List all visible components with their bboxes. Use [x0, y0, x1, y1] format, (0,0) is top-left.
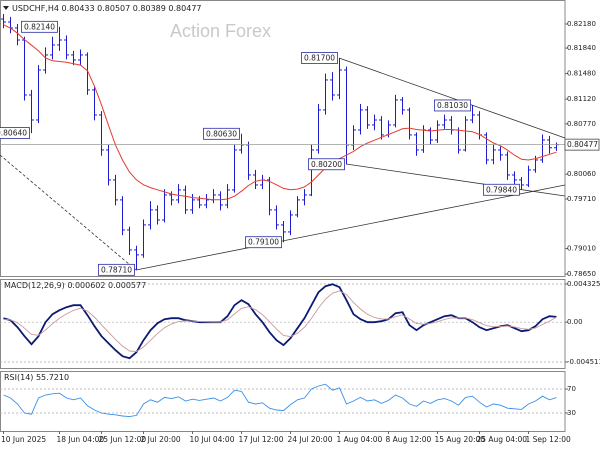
macd-panel-frame — [0, 279, 566, 369]
price-label: 0.79100 — [248, 238, 279, 247]
x-tick-label: 1 Sep 12:00 — [526, 435, 572, 444]
x-tick-label: 1 Aug 04:00 — [337, 435, 383, 444]
watermark: Action Forex — [170, 21, 271, 41]
price-label: 0.81700 — [304, 53, 335, 62]
x-tick-label: 25 Jun 12:00 — [99, 435, 147, 444]
price-label: 0.79840 — [486, 185, 517, 194]
x-tick-label: 15 Aug 20:00 — [435, 435, 486, 444]
macd-title: MACD(12,26,9) — [4, 281, 65, 290]
price-label: 0.82140 — [24, 22, 55, 31]
rsi-header: RSI(14) 55.7210 — [4, 373, 69, 382]
dropdown-icon — [3, 6, 9, 10]
y-tick-label: 0.80060 — [567, 170, 596, 178]
indicator-line — [3, 290, 557, 352]
y-tick-label: 70 — [567, 385, 576, 393]
last-price-box — [564, 138, 600, 151]
header-low: 0.80389 — [133, 4, 166, 13]
price-label: 0.80200 — [311, 160, 342, 169]
symbol: USDCHF,H4 — [12, 4, 59, 13]
price-label-box — [483, 183, 520, 196]
macd-main-value: 0.000602 — [67, 281, 105, 290]
moving-average — [3, 24, 557, 201]
last-price-label: 0.80477 — [567, 140, 598, 149]
trendline — [338, 57, 566, 139]
trendline — [345, 163, 566, 197]
y-tick-label: 0.79710 — [567, 195, 596, 203]
x-tick-label: 10 Jun 2025 — [1, 435, 46, 444]
rsi-panel-frame — [0, 371, 566, 432]
x-tick-label: 8 Aug 12:00 — [386, 435, 432, 444]
y-tick-label: 0.82180 — [567, 20, 596, 28]
price-label-box — [0, 127, 30, 139]
x-tick-label: 18 Jun 04:00 — [57, 435, 105, 444]
y-tick-label: 0.00 — [567, 318, 583, 326]
price-label-box — [21, 20, 58, 33]
price-label-box — [98, 263, 135, 276]
y-tick-label: -0.004511 — [567, 358, 600, 366]
y-tick-label: 0.81840 — [567, 44, 596, 52]
y-tick-label: 0.78650 — [567, 270, 596, 278]
header-close: 0.80477 — [168, 4, 201, 13]
x-tick-label: 24 Jul 20:00 — [288, 435, 333, 444]
y-tick-label: 0.81120 — [567, 95, 596, 103]
header-open: 0.80433 — [62, 4, 95, 13]
y-tick-label: 0.79010 — [567, 245, 596, 253]
rsi-value: 55.7210 — [36, 373, 69, 382]
price-label: 0.78710 — [101, 265, 132, 274]
symbol-header: USDCHF,H4 0.80433 0.80507 0.80389 0.8047… — [12, 4, 202, 13]
rsi-title: RSI(14) — [4, 373, 33, 382]
trendline — [135, 184, 566, 271]
price-label: 0.81030 — [437, 101, 468, 110]
x-tick-label: 2 Jul 20:00 — [141, 435, 181, 444]
x-tick-label: 10 Jul 04:00 — [190, 435, 235, 444]
price-label: 0.80630 — [206, 129, 237, 138]
macd-header: MACD(12,26,9) 0.000602 0.000577 — [4, 281, 146, 290]
y-tick-label: 0.81480 — [567, 70, 596, 78]
price-label-box — [308, 158, 345, 171]
price-label: 0.80640 — [0, 129, 27, 138]
y-tick-label: 0.80770 — [567, 120, 596, 128]
price-label-box — [203, 127, 240, 140]
x-tick-label: 17 Jul 12:00 — [239, 435, 284, 444]
macd-signal-value: 0.000577 — [108, 281, 146, 290]
price-label-box — [434, 99, 471, 112]
y-tick-label: 0.004325 — [567, 280, 600, 288]
y-tick-label: 30 — [567, 409, 576, 417]
x-tick-label: 25 Aug 04:00 — [477, 435, 528, 444]
indicator-line — [3, 383, 557, 418]
header-high: 0.80507 — [97, 4, 130, 13]
price-label-box — [245, 236, 282, 249]
price-label-box — [301, 52, 338, 64]
